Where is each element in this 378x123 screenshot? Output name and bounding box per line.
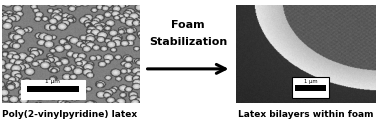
Text: Foam: Foam: [171, 20, 205, 30]
Bar: [295, 85, 326, 91]
Text: Poly(2-vinylpyridine) latex: Poly(2-vinylpyridine) latex: [2, 110, 138, 119]
Bar: [21, 80, 85, 99]
Text: Latex bilayers within foam: Latex bilayers within foam: [239, 110, 374, 119]
Bar: [292, 77, 328, 98]
Bar: [27, 86, 79, 92]
Text: 1 μm: 1 μm: [45, 79, 60, 84]
Text: 1 μm: 1 μm: [304, 79, 317, 84]
Text: Stabilization: Stabilization: [149, 37, 227, 47]
